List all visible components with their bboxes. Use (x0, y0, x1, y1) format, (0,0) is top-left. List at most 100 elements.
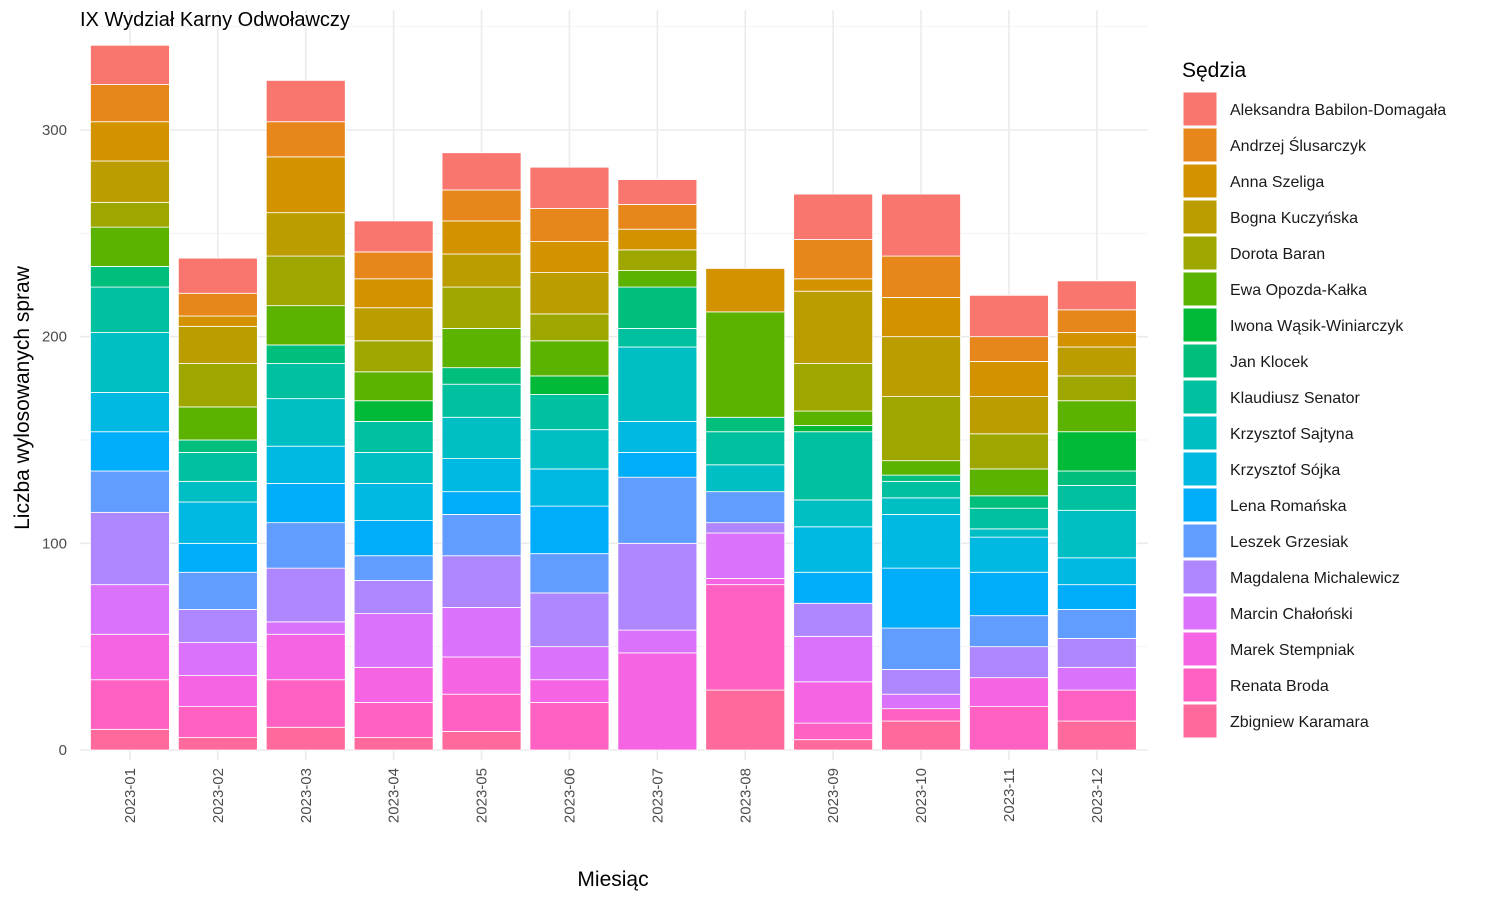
bar-segment (265, 445, 346, 484)
bar-segment (793, 278, 874, 292)
bar-segment (617, 327, 698, 348)
bar-segment (441, 327, 522, 369)
bar-segment (1056, 584, 1137, 610)
legend-swatch (1182, 163, 1218, 199)
bar-segment (881, 497, 961, 515)
bar-segment (705, 268, 786, 313)
legend-swatch (1182, 451, 1218, 487)
bar-segment (177, 406, 258, 441)
legend-label: Zbigniew Karamara (1230, 714, 1369, 731)
bar-segment (529, 646, 610, 681)
legend-label: Ewa Opozda-Kałka (1230, 282, 1367, 299)
bar-segment (969, 507, 1049, 530)
bar-segment (1056, 720, 1137, 751)
bar-segment (177, 501, 258, 544)
bar-segment (969, 706, 1049, 751)
bar-segment (793, 602, 874, 637)
bar-segment (90, 679, 170, 730)
bar-segment (705, 491, 786, 524)
bar-segment (705, 578, 786, 586)
bar-segment (617, 629, 698, 654)
x-tick-label: 2023-05 (474, 768, 491, 823)
bar-segment (969, 615, 1049, 648)
bar-segment (441, 607, 522, 658)
bar-segment (265, 398, 346, 447)
legend-swatch (1182, 559, 1218, 595)
bar-segment (177, 706, 258, 738)
bar-segment (177, 292, 258, 317)
bar-segment (529, 702, 610, 751)
bar-segment (617, 286, 698, 329)
legend-label: Krzysztof Sajtyna (1230, 426, 1354, 443)
x-tick-label: 2023-01 (122, 768, 139, 823)
bar-segment (529, 553, 610, 594)
y-tick-label: 0 (59, 742, 67, 759)
bar-segment (1056, 470, 1137, 486)
bar-segment (90, 160, 170, 203)
bar-segment (1056, 375, 1137, 402)
bar-segment (353, 737, 434, 751)
legend-label: Lena Romańska (1230, 498, 1347, 515)
legend-label: Leszek Grzesiak (1230, 534, 1349, 551)
bar-segment (881, 693, 961, 710)
bar-segment (90, 332, 170, 393)
bar-segment (90, 201, 170, 228)
legend-swatch (1182, 307, 1218, 343)
x-tick-label: 2023-09 (825, 768, 842, 823)
bar-segment (265, 344, 346, 364)
x-tick-label: 2023-06 (561, 768, 578, 823)
bar-segment (969, 361, 1049, 398)
bar-segment (881, 460, 961, 476)
legend-label: Aleksandra Babilon-Domagała (1230, 102, 1446, 119)
bar-segment (793, 681, 874, 724)
bar-segment (793, 431, 874, 501)
bar-segment (969, 396, 1049, 435)
bar-segment (793, 722, 874, 741)
bar-segment (529, 429, 610, 470)
legend-swatch (1182, 271, 1218, 307)
bar-segment (617, 476, 698, 544)
legend-swatch (1182, 235, 1218, 271)
legend-label: Iwona Wąsik-Winiarczyk (1230, 318, 1404, 335)
bar-segment (441, 491, 522, 515)
bar-segment (90, 633, 170, 681)
bar-segment (90, 226, 170, 267)
bar-segment (265, 726, 346, 751)
bar-segment (1056, 609, 1137, 639)
bar-segment (969, 646, 1049, 679)
bar-segment (793, 739, 874, 751)
bar-segment (90, 121, 170, 162)
bar-segment (617, 652, 698, 751)
bar-segment (793, 193, 874, 240)
bar-segment (881, 669, 961, 695)
bar-segment (617, 249, 698, 271)
bar-segment (353, 340, 434, 373)
bar-segment (177, 257, 258, 294)
bar-segment (881, 255, 961, 298)
legend-label: Renata Broda (1230, 678, 1329, 695)
y-axis-label: Liczba wylosowanych spraw (11, 265, 34, 530)
bar-segment (177, 642, 258, 677)
legend-label: Jan Klocek (1230, 354, 1309, 371)
bar-segment (881, 627, 961, 670)
bar-segment (969, 528, 1049, 538)
bar-segment (353, 400, 434, 422)
legend-label: Bogna Kuczyńska (1230, 210, 1358, 227)
bar-segment (177, 737, 258, 751)
bar-segment (529, 679, 610, 703)
legend-label: Anna Szeliga (1230, 174, 1324, 191)
bar-segment (353, 278, 434, 309)
bar-segment (90, 470, 170, 513)
bar-segment (529, 208, 610, 242)
legend-swatch (1182, 379, 1218, 415)
bar-segment (881, 193, 961, 257)
bar-segment (1056, 346, 1137, 377)
bar-segment (265, 255, 346, 307)
x-axis-label: Miesiąc (577, 868, 648, 891)
bar-segment (969, 468, 1049, 497)
bar-segment (177, 363, 258, 408)
bar-segment (441, 220, 522, 255)
bar-segment (529, 394, 610, 431)
bar-segment (90, 431, 170, 472)
